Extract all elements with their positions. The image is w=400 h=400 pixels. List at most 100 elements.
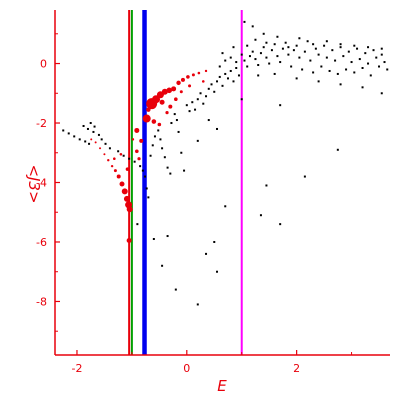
red-point	[116, 174, 121, 179]
black-point	[303, 50, 306, 53]
black-point	[298, 56, 301, 59]
red-point	[123, 195, 130, 202]
black-point	[259, 214, 262, 217]
black-point	[104, 142, 107, 145]
black-point	[290, 65, 293, 68]
black-point	[159, 138, 162, 141]
black-point	[218, 75, 221, 78]
black-point	[375, 56, 378, 59]
black-point	[170, 122, 173, 125]
y-tick-label: -6	[36, 236, 47, 249]
black-point	[270, 49, 273, 52]
black-point	[224, 205, 227, 208]
y-tick-label: -4	[36, 177, 47, 190]
black-point	[243, 59, 246, 62]
red-point	[157, 122, 162, 127]
black-point	[149, 154, 152, 157]
black-point	[216, 127, 219, 130]
black-point	[221, 52, 224, 55]
black-point	[312, 43, 315, 46]
black-point	[136, 223, 139, 226]
black-point	[276, 35, 279, 38]
x-tick-label: 2	[293, 362, 300, 375]
black-point	[224, 59, 227, 62]
black-point	[243, 20, 246, 23]
black-point	[251, 25, 254, 28]
black-point	[254, 38, 257, 41]
black-point	[380, 92, 383, 95]
black-point	[166, 166, 169, 169]
black-point	[298, 37, 301, 40]
red-point	[99, 147, 102, 150]
black-point	[334, 59, 337, 62]
y-tick-label: -2	[36, 117, 47, 130]
black-point	[207, 87, 210, 90]
black-point	[93, 125, 96, 128]
black-point	[254, 58, 257, 61]
black-point	[229, 56, 232, 59]
black-point	[262, 46, 265, 49]
black-point	[139, 165, 142, 168]
black-point	[185, 104, 188, 107]
black-point	[133, 160, 136, 163]
black-point	[97, 133, 100, 136]
black-points-layer	[62, 20, 389, 306]
black-point	[210, 83, 213, 86]
x-axis-label: E	[217, 377, 227, 395]
black-point	[216, 80, 219, 83]
red-point	[159, 99, 165, 105]
black-point	[183, 169, 186, 172]
black-point	[353, 71, 356, 74]
black-point	[108, 147, 111, 150]
black-point	[367, 62, 370, 65]
black-point	[279, 61, 282, 64]
black-point	[323, 44, 326, 47]
red-point	[161, 88, 168, 95]
y-tick-label: 0	[40, 58, 47, 71]
black-point	[331, 49, 334, 52]
red-point	[119, 152, 123, 156]
red-point	[146, 107, 151, 112]
black-point	[320, 65, 323, 68]
black-point	[265, 56, 268, 59]
black-point	[257, 74, 260, 77]
red-point	[94, 141, 97, 144]
black-point	[273, 43, 276, 46]
black-point	[216, 270, 219, 273]
red-point	[121, 188, 128, 195]
black-point	[295, 44, 298, 47]
black-point	[314, 47, 317, 50]
black-point	[284, 41, 287, 44]
red-point	[204, 69, 208, 73]
red-point	[110, 164, 114, 168]
black-point	[73, 135, 76, 138]
black-point	[246, 44, 249, 47]
black-point	[88, 142, 91, 145]
black-point	[347, 50, 350, 53]
red-point	[166, 87, 173, 94]
black-point	[265, 41, 268, 44]
black-point	[145, 187, 148, 190]
black-point	[367, 46, 370, 49]
black-point	[82, 124, 85, 127]
black-point	[161, 147, 164, 150]
black-point	[312, 71, 315, 74]
black-point	[92, 130, 95, 133]
black-point	[122, 154, 125, 157]
black-point	[378, 65, 381, 68]
red-point	[90, 138, 93, 141]
black-point	[259, 52, 262, 55]
black-point	[268, 62, 271, 65]
red-point	[113, 169, 117, 173]
black-point	[364, 52, 367, 55]
y-axis-label: <J3>	[25, 164, 43, 203]
black-point	[144, 175, 147, 178]
black-point	[207, 119, 210, 122]
black-point	[279, 104, 282, 107]
red-point	[151, 119, 157, 124]
black-point	[345, 68, 348, 71]
black-point	[309, 59, 312, 62]
black-point	[303, 175, 306, 178]
black-point	[229, 69, 232, 72]
red-point	[142, 114, 151, 123]
